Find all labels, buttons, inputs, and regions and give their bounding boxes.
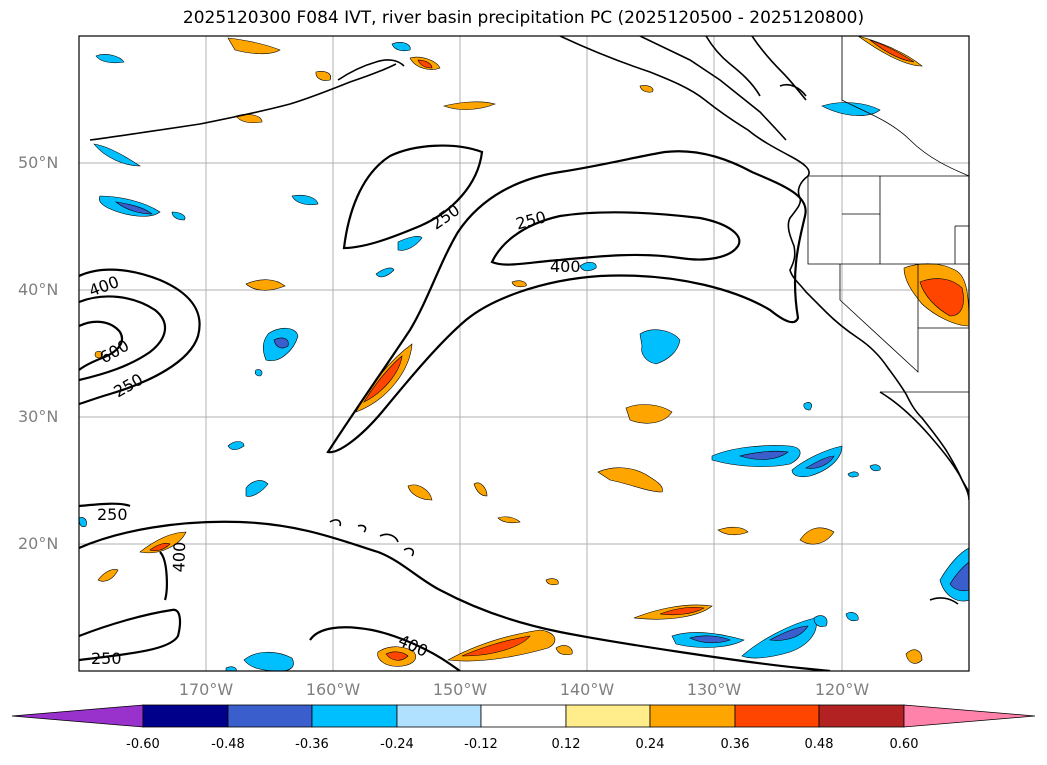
negative-precip-patches xyxy=(79,42,969,671)
lon-label-150w: 150°W xyxy=(432,680,488,699)
colorbar-tick-4: -0.24 xyxy=(380,737,414,752)
lon-label-170w: 170°W xyxy=(178,680,234,699)
plot-area xyxy=(79,36,969,671)
ivt-contours xyxy=(79,144,831,671)
gridlines xyxy=(79,36,969,671)
lat-label-30n: 30°N xyxy=(18,407,59,426)
lon-label-130w: 130°W xyxy=(686,680,742,699)
colorbar-min-extend xyxy=(11,704,144,728)
contour-label-400-a: 400 xyxy=(550,257,581,276)
colorbar-tick-9: 0.48 xyxy=(804,737,834,752)
colorbar-bin-2 xyxy=(227,704,313,728)
lon-label-120w: 120°W xyxy=(814,680,870,699)
political-borders xyxy=(807,36,969,393)
colorbar-tick-3: -0.36 xyxy=(295,737,329,752)
lon-label-140w: 140°W xyxy=(559,680,615,699)
colorbar-tick-8: 0.36 xyxy=(720,737,750,752)
coastline xyxy=(89,36,969,605)
colorbar-bin-8 xyxy=(734,704,820,728)
colorbar-tick-6: 0.12 xyxy=(551,737,581,752)
lat-label-20n: 20°N xyxy=(18,534,59,553)
colorbar-tick-5: -0.12 xyxy=(464,737,498,752)
colorbar-bin-7 xyxy=(649,704,736,728)
lat-label-40n: 40°N xyxy=(18,280,59,299)
plot-frame xyxy=(78,35,970,672)
colorbar-bin-4 xyxy=(396,704,482,728)
colorbar-bin-5 xyxy=(480,704,567,728)
colorbar-bin-3 xyxy=(311,704,398,728)
contour-label-250-e: 250 xyxy=(91,649,122,668)
contour-label-250-d: 250 xyxy=(97,505,128,524)
lat-label-50n: 50°N xyxy=(18,153,59,172)
colorbar-bin-9 xyxy=(818,704,905,728)
map-title: 2025120300 F084 IVT, river basin precipi… xyxy=(182,8,865,28)
lon-label-160w: 160°W xyxy=(305,680,361,699)
colorbar xyxy=(11,704,1036,728)
colorbar-max-extend xyxy=(903,704,1036,728)
colorbar-tick-10: 0.60 xyxy=(889,737,919,752)
colorbar-bin-6 xyxy=(565,704,651,728)
colorbar-tick-1: -0.60 xyxy=(126,737,160,752)
colorbar-tick-2: -0.48 xyxy=(211,737,245,752)
colorbar-bin-1 xyxy=(142,704,229,728)
colorbar-tick-7: 0.24 xyxy=(635,737,665,752)
contour-label-400-c: 400 xyxy=(169,541,189,572)
positive-precip-patches xyxy=(94,36,969,667)
